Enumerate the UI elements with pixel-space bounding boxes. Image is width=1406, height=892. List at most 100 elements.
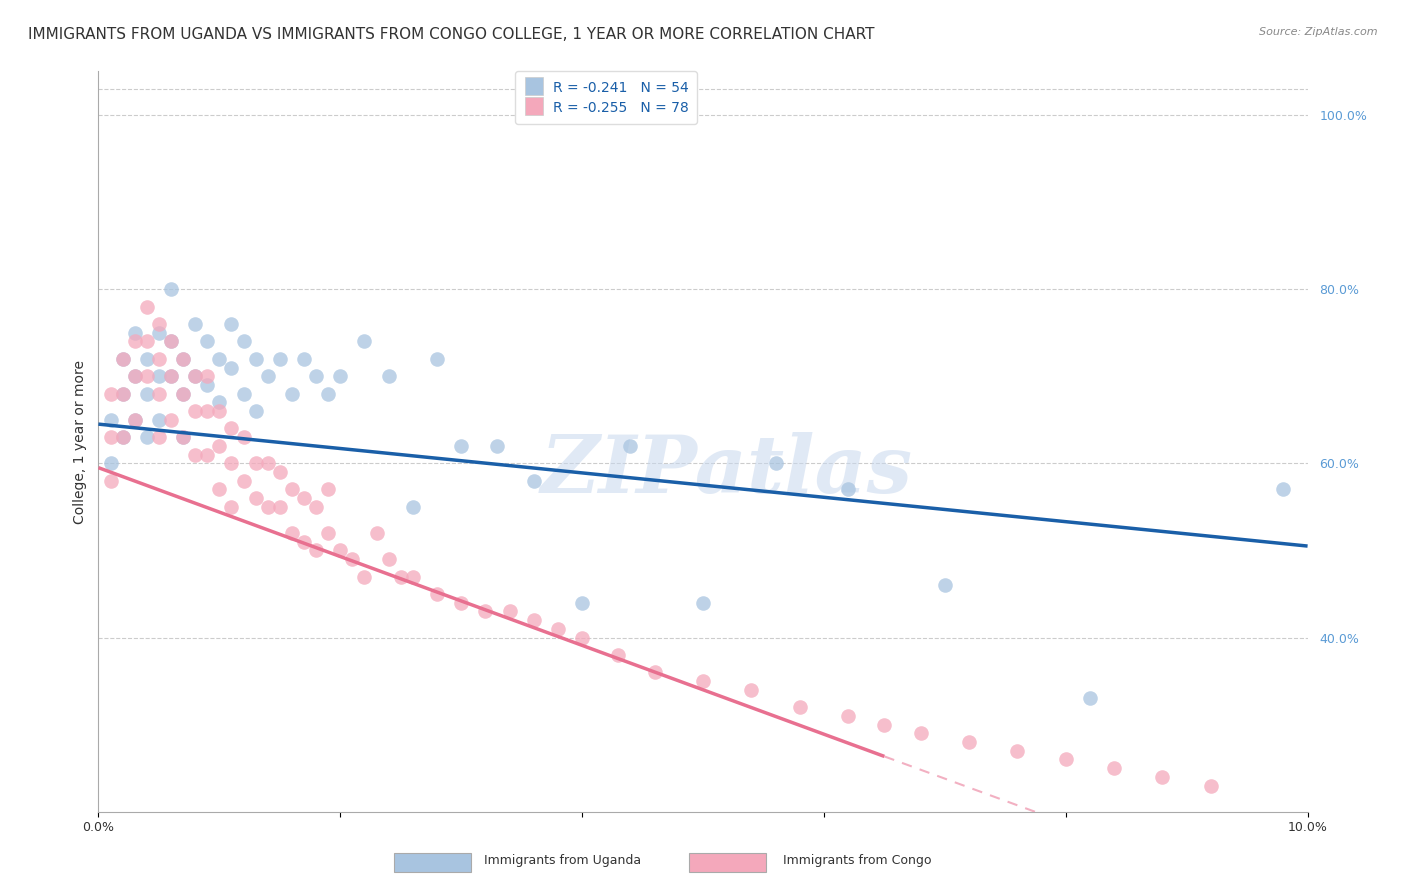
Point: [305, 369, 328, 384]
Point: [389, 569, 412, 583]
Point: [342, 552, 364, 566]
Point: [221, 360, 243, 375]
Point: [160, 334, 183, 349]
Point: [124, 334, 146, 349]
Point: [1102, 761, 1125, 775]
Text: Immigrants from Congo: Immigrants from Congo: [783, 855, 932, 867]
Point: [232, 334, 254, 349]
Point: [1054, 752, 1077, 766]
Point: [644, 665, 666, 680]
Point: [523, 613, 546, 627]
Point: [124, 413, 146, 427]
Point: [353, 569, 375, 583]
Point: [135, 369, 157, 384]
Point: [486, 439, 509, 453]
Point: [281, 386, 304, 401]
Point: [111, 351, 134, 366]
Point: [111, 351, 134, 366]
Point: [148, 351, 170, 366]
Y-axis label: College, 1 year or more: College, 1 year or more: [73, 359, 87, 524]
Point: [269, 500, 291, 514]
Point: [498, 604, 520, 618]
Point: [245, 351, 267, 366]
Point: [184, 369, 207, 384]
Point: [692, 596, 714, 610]
Point: [353, 334, 375, 349]
Point: [160, 413, 183, 427]
Point: [124, 369, 146, 384]
Point: [232, 474, 254, 488]
Point: [571, 631, 593, 645]
Point: [221, 421, 243, 435]
Point: [269, 351, 291, 366]
Text: Immigrants from Uganda: Immigrants from Uganda: [484, 855, 641, 867]
Point: [232, 386, 254, 401]
Text: ZIPatlas: ZIPatlas: [541, 433, 914, 510]
Point: [160, 369, 183, 384]
Point: [1199, 779, 1222, 793]
Point: [316, 483, 339, 497]
Point: [195, 369, 218, 384]
Text: IMMIGRANTS FROM UGANDA VS IMMIGRANTS FROM CONGO COLLEGE, 1 YEAR OR MORE CORRELAT: IMMIGRANTS FROM UGANDA VS IMMIGRANTS FRO…: [28, 27, 875, 42]
Point: [221, 317, 243, 331]
Point: [208, 395, 231, 409]
Point: [450, 596, 472, 610]
Point: [256, 500, 278, 514]
Point: [1272, 483, 1295, 497]
Point: [172, 430, 194, 444]
Point: [232, 430, 254, 444]
Point: [124, 369, 146, 384]
Point: [281, 483, 304, 497]
Point: [256, 369, 278, 384]
Point: [172, 386, 194, 401]
Point: [100, 430, 122, 444]
Point: [135, 334, 157, 349]
Point: [426, 587, 449, 601]
Point: [124, 326, 146, 340]
Point: [111, 430, 134, 444]
Point: [245, 404, 267, 418]
Point: [281, 526, 304, 541]
Point: [148, 413, 170, 427]
Point: [172, 386, 194, 401]
Point: [305, 543, 328, 558]
Point: [195, 404, 218, 418]
Point: [160, 334, 183, 349]
Point: [292, 534, 315, 549]
Point: [910, 726, 932, 740]
Point: [692, 674, 714, 689]
Point: [100, 386, 122, 401]
Point: [100, 474, 122, 488]
Point: [837, 483, 859, 497]
Point: [111, 386, 134, 401]
Point: [135, 300, 157, 314]
Point: [111, 430, 134, 444]
Point: [292, 491, 315, 505]
Point: [184, 448, 207, 462]
Point: [148, 430, 170, 444]
Point: [377, 369, 399, 384]
Point: [135, 351, 157, 366]
Point: [221, 500, 243, 514]
Point: [245, 456, 267, 470]
Point: [305, 500, 328, 514]
Point: [148, 326, 170, 340]
Point: [837, 709, 859, 723]
Point: [292, 351, 315, 366]
Point: [329, 543, 352, 558]
Point: [221, 456, 243, 470]
Point: [111, 386, 134, 401]
Point: [208, 404, 231, 418]
Point: [160, 282, 183, 296]
Point: [619, 439, 641, 453]
Point: [124, 413, 146, 427]
Point: [474, 604, 496, 618]
Point: [208, 439, 231, 453]
Point: [607, 648, 630, 662]
Point: [402, 569, 425, 583]
Point: [184, 317, 207, 331]
Point: [148, 317, 170, 331]
Point: [100, 456, 122, 470]
Point: [426, 351, 449, 366]
Point: [366, 526, 388, 541]
